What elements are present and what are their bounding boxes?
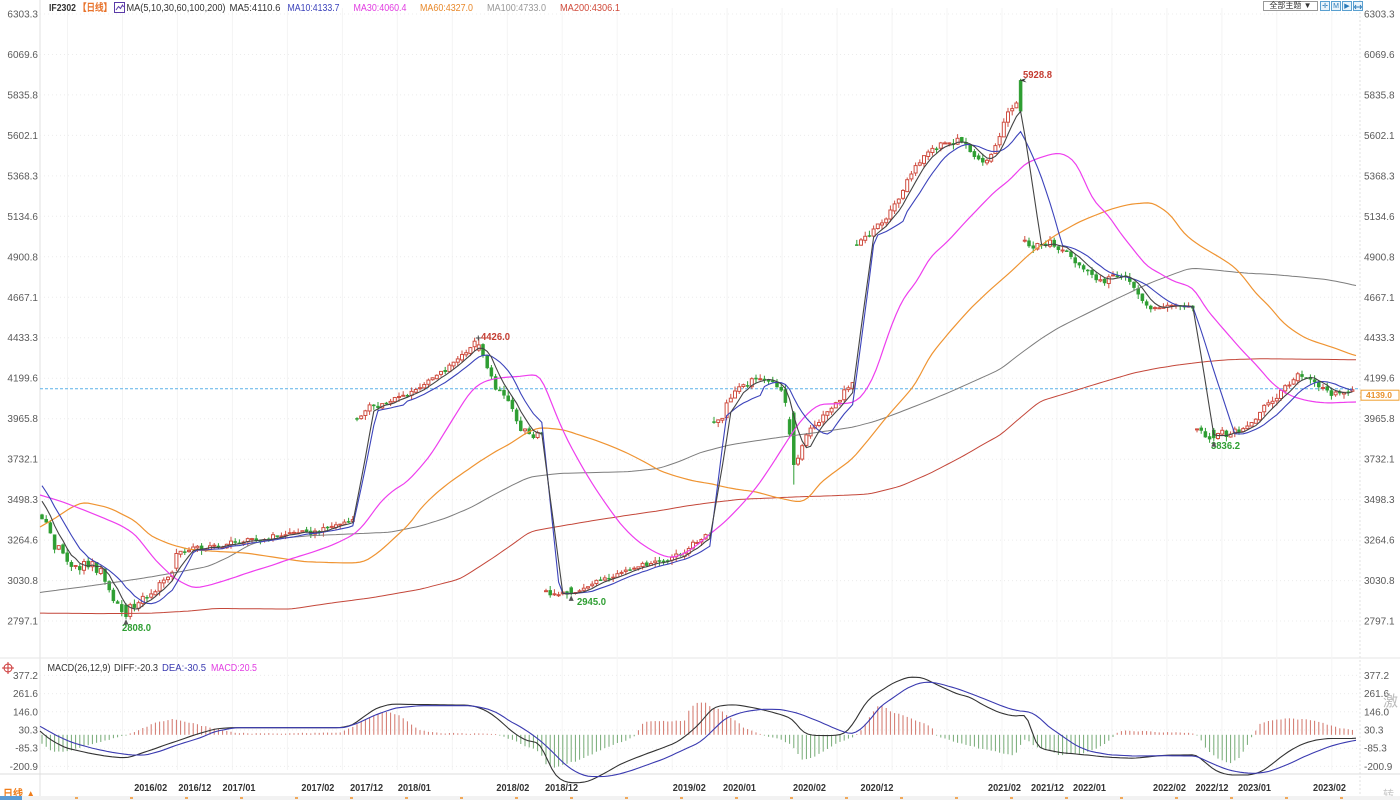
svg-text:2020/12: 2020/12 xyxy=(861,783,894,794)
svg-text:4199.6: 4199.6 xyxy=(1364,374,1395,385)
svg-text:3836.2: 3836.2 xyxy=(1211,441,1240,452)
svg-text:5835.8: 5835.8 xyxy=(7,90,38,101)
svg-text:30.3: 30.3 xyxy=(19,726,39,737)
svg-text:3965.8: 3965.8 xyxy=(1364,414,1395,425)
svg-text:DEA:-30.5: DEA:-30.5 xyxy=(162,663,206,674)
svg-text:2022/01: 2022/01 xyxy=(1073,783,1106,794)
svg-text:5134.6: 5134.6 xyxy=(7,212,38,223)
svg-text:6069.6: 6069.6 xyxy=(1364,50,1395,61)
svg-text:3498.3: 3498.3 xyxy=(7,495,38,506)
svg-text:MA30:4060.4: MA30:4060.4 xyxy=(354,3,407,14)
svg-text:2019/02: 2019/02 xyxy=(673,783,706,794)
svg-text:4900.8: 4900.8 xyxy=(7,252,38,263)
svg-text:2016/12: 2016/12 xyxy=(178,783,211,794)
svg-text:5928.8: 5928.8 xyxy=(1023,70,1052,81)
svg-text:261.6: 261.6 xyxy=(13,689,38,700)
svg-text:4667.1: 4667.1 xyxy=(7,293,38,304)
svg-text:3264.6: 3264.6 xyxy=(7,536,38,547)
svg-text:5134.6: 5134.6 xyxy=(1364,212,1395,223)
svg-text:5602.1: 5602.1 xyxy=(7,131,38,142)
svg-text:2022/12: 2022/12 xyxy=(1196,783,1229,794)
svg-text:6303.3: 6303.3 xyxy=(7,10,38,21)
svg-text:6069.6: 6069.6 xyxy=(7,50,38,61)
svg-text:MACD:20.5: MACD:20.5 xyxy=(211,663,257,674)
svg-text:-85.3: -85.3 xyxy=(15,744,38,755)
svg-text:4199.6: 4199.6 xyxy=(7,374,38,385)
svg-text:2017/12: 2017/12 xyxy=(350,783,383,794)
svg-text:3965.8: 3965.8 xyxy=(7,414,38,425)
svg-text:MA(5,10,30,60,100,200): MA(5,10,30,60,100,200) xyxy=(127,3,226,14)
svg-text:2018/12: 2018/12 xyxy=(545,783,578,794)
svg-text:5368.3: 5368.3 xyxy=(1364,171,1395,182)
svg-text:DIFF:-20.3: DIFF:-20.3 xyxy=(114,663,158,674)
svg-text:5368.3: 5368.3 xyxy=(7,171,38,182)
svg-text:2018/01: 2018/01 xyxy=(398,783,431,794)
svg-text:2021/12: 2021/12 xyxy=(1031,783,1064,794)
svg-text:377.2: 377.2 xyxy=(13,671,38,682)
svg-text:4433.3: 4433.3 xyxy=(7,333,38,344)
svg-text:2018/02: 2018/02 xyxy=(496,783,529,794)
svg-text:3030.8: 3030.8 xyxy=(1364,576,1395,587)
svg-text:146.0: 146.0 xyxy=(13,707,38,718)
svg-text:MACD(26,12,9): MACD(26,12,9) xyxy=(48,663,111,674)
svg-text:-85.3: -85.3 xyxy=(1364,744,1387,755)
svg-text:2022/02: 2022/02 xyxy=(1153,783,1186,794)
svg-text:5835.8: 5835.8 xyxy=(1364,90,1395,101)
svg-text:2023/02: 2023/02 xyxy=(1313,783,1346,794)
svg-text:3732.1: 3732.1 xyxy=(7,455,38,466)
svg-text:MA5:4110.6: MA5:4110.6 xyxy=(230,3,281,14)
svg-text:2808.0: 2808.0 xyxy=(122,623,151,634)
svg-text:【日线】: 【日线】 xyxy=(78,1,112,14)
svg-text:4667.1: 4667.1 xyxy=(1364,293,1395,304)
svg-text:4426.0: 4426.0 xyxy=(481,332,510,343)
svg-text:30.3: 30.3 xyxy=(1364,726,1384,737)
svg-text:146.0: 146.0 xyxy=(1364,707,1389,718)
svg-text:2016/02: 2016/02 xyxy=(134,783,167,794)
svg-text:3732.1: 3732.1 xyxy=(1364,455,1395,466)
svg-text:-200.9: -200.9 xyxy=(10,762,39,773)
svg-text:2017/02: 2017/02 xyxy=(301,783,334,794)
svg-text:2021/02: 2021/02 xyxy=(988,783,1021,794)
svg-text:4139.0: 4139.0 xyxy=(1366,390,1392,400)
svg-text:2020/01: 2020/01 xyxy=(723,783,756,794)
svg-text:2023/01: 2023/01 xyxy=(1238,783,1271,794)
svg-text:IF2302: IF2302 xyxy=(49,3,76,14)
svg-text:MA10:4133.7: MA10:4133.7 xyxy=(288,3,340,14)
svg-text:2020/02: 2020/02 xyxy=(793,783,826,794)
svg-text:3264.6: 3264.6 xyxy=(1364,536,1395,547)
svg-text:4900.8: 4900.8 xyxy=(1364,252,1395,263)
svg-text:6303.3: 6303.3 xyxy=(1364,10,1395,21)
svg-text:377.2: 377.2 xyxy=(1364,671,1389,682)
svg-text:MA60:4327.0: MA60:4327.0 xyxy=(420,3,473,14)
svg-text:-200.9: -200.9 xyxy=(1364,762,1393,773)
svg-text:3498.3: 3498.3 xyxy=(1364,495,1395,506)
svg-text:2797.1: 2797.1 xyxy=(7,617,38,628)
svg-text:261.6: 261.6 xyxy=(1364,689,1389,700)
svg-text:4433.3: 4433.3 xyxy=(1364,333,1395,344)
svg-text:2017/01: 2017/01 xyxy=(223,783,256,794)
svg-text:2945.0: 2945.0 xyxy=(577,597,606,608)
svg-text:MA100:4733.0: MA100:4733.0 xyxy=(487,3,546,14)
svg-text:3030.8: 3030.8 xyxy=(7,576,38,587)
svg-text:MA200:4306.1: MA200:4306.1 xyxy=(560,3,620,14)
svg-text:2797.1: 2797.1 xyxy=(1364,617,1395,628)
svg-text:5602.1: 5602.1 xyxy=(1364,131,1395,142)
